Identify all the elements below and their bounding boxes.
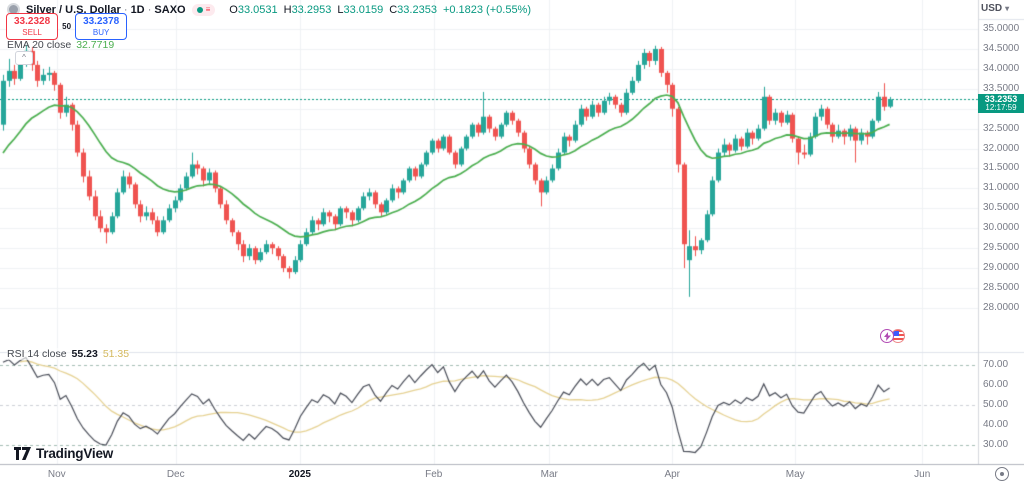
- close-value: 33.2353: [397, 3, 437, 16]
- symbol-title[interactable]: Silver / U.S. Dollar · 1D · SAXO: [26, 3, 186, 16]
- ema-value: 32.7719: [76, 39, 115, 51]
- axis-settings-gear-icon[interactable]: [995, 467, 1009, 481]
- time-tick-label: Feb: [425, 469, 443, 480]
- chevron-down-icon: ▾: [1005, 4, 1010, 13]
- exchange-label: SAXO: [154, 3, 186, 16]
- open-value: 33.0531: [237, 3, 278, 16]
- low-value: 33.0159: [343, 3, 384, 16]
- time-tick-label: Dec: [166, 469, 185, 480]
- axis-tick-label: 70.00: [983, 359, 1009, 370]
- data-mixer-icon: ≡: [205, 4, 211, 14]
- axis-tick-label: 34.0000: [983, 62, 1020, 74]
- status-pill[interactable]: ≡: [191, 3, 216, 16]
- axis-tick-label: 28.5000: [983, 282, 1020, 294]
- axis-tick-label: 28.0000: [983, 301, 1020, 313]
- symbol-header: Silver / U.S. Dollar · 1D · SAXO ≡ O33.0…: [7, 3, 531, 16]
- buy-price: 33.2378: [83, 16, 120, 27]
- spread-value: 50: [62, 21, 72, 31]
- time-tick-label: Apr: [664, 469, 681, 480]
- axis-tick-label: 32.0000: [983, 142, 1020, 154]
- axis-tick-label: 31.5000: [983, 162, 1020, 174]
- sell-price: 33.2328: [14, 16, 51, 27]
- trade-panel: 33.2328 SELL 50 33.2378 BUY: [6, 13, 128, 40]
- market-status-icon: [196, 6, 203, 13]
- collapse-panel-button[interactable]: ^: [15, 51, 33, 65]
- axis-tick-label: 30.5000: [983, 202, 1020, 214]
- currency-dropdown[interactable]: USD ▾: [981, 3, 1010, 14]
- time-tick-label: 2025: [288, 469, 311, 480]
- axis-tick-label: 50.00: [983, 399, 1009, 410]
- separator: ·: [147, 3, 152, 16]
- high-value: 33.2953: [291, 3, 332, 16]
- separator: ·: [123, 3, 128, 16]
- time-tick-label: Jun: [914, 469, 931, 480]
- last-price-badge: 33.2353 12:17:59: [978, 94, 1024, 113]
- time-tick-label: May: [785, 469, 805, 480]
- buy-button[interactable]: 33.2378 BUY: [75, 13, 128, 40]
- ema-indicator-legend[interactable]: EMA 20 close 32.7719: [7, 39, 115, 51]
- axis-tick-label: 30.00: [983, 439, 1009, 450]
- bar-countdown: 12:17:59: [985, 103, 1017, 113]
- axis-tick-label: 33.5000: [983, 82, 1020, 94]
- rsi-indicator-legend[interactable]: RSI 14 close 55.23 51.35: [7, 348, 130, 360]
- interval-label[interactable]: 1D: [130, 3, 145, 16]
- rsi-value: 55.23: [71, 348, 98, 360]
- axis-tick-label: 60.00: [983, 379, 1009, 390]
- ohlc-legend: O33.0531 H33.2953 L33.0159 C33.2353 +0.1…: [229, 3, 532, 16]
- sell-button[interactable]: 33.2328 SELL: [6, 13, 59, 40]
- tradingview-logo-icon: [14, 447, 31, 460]
- time-tick-label: Nov: [47, 469, 66, 480]
- economic-event-bolt-icon[interactable]: [880, 329, 894, 343]
- axis-tick-label: 40.00: [983, 419, 1009, 430]
- tradingview-logo[interactable]: TradingView: [14, 446, 113, 461]
- axis-tick-label: 35.0000: [983, 23, 1020, 34]
- change-value: +0.1823 (+0.55%): [442, 3, 532, 16]
- axis-tick-label: 30.0000: [983, 222, 1020, 234]
- axis-tick-label: 34.5000: [983, 42, 1020, 54]
- axis-tick-label: 31.0000: [983, 182, 1020, 194]
- axis-tick-label: 29.0000: [983, 262, 1020, 274]
- time-tick-label: Mar: [540, 469, 558, 480]
- event-markers: [880, 329, 905, 343]
- rsi-ma-value: 51.35: [102, 348, 130, 360]
- axis-tick-label: 32.5000: [983, 122, 1020, 134]
- axis-tick-label: 29.5000: [983, 242, 1020, 254]
